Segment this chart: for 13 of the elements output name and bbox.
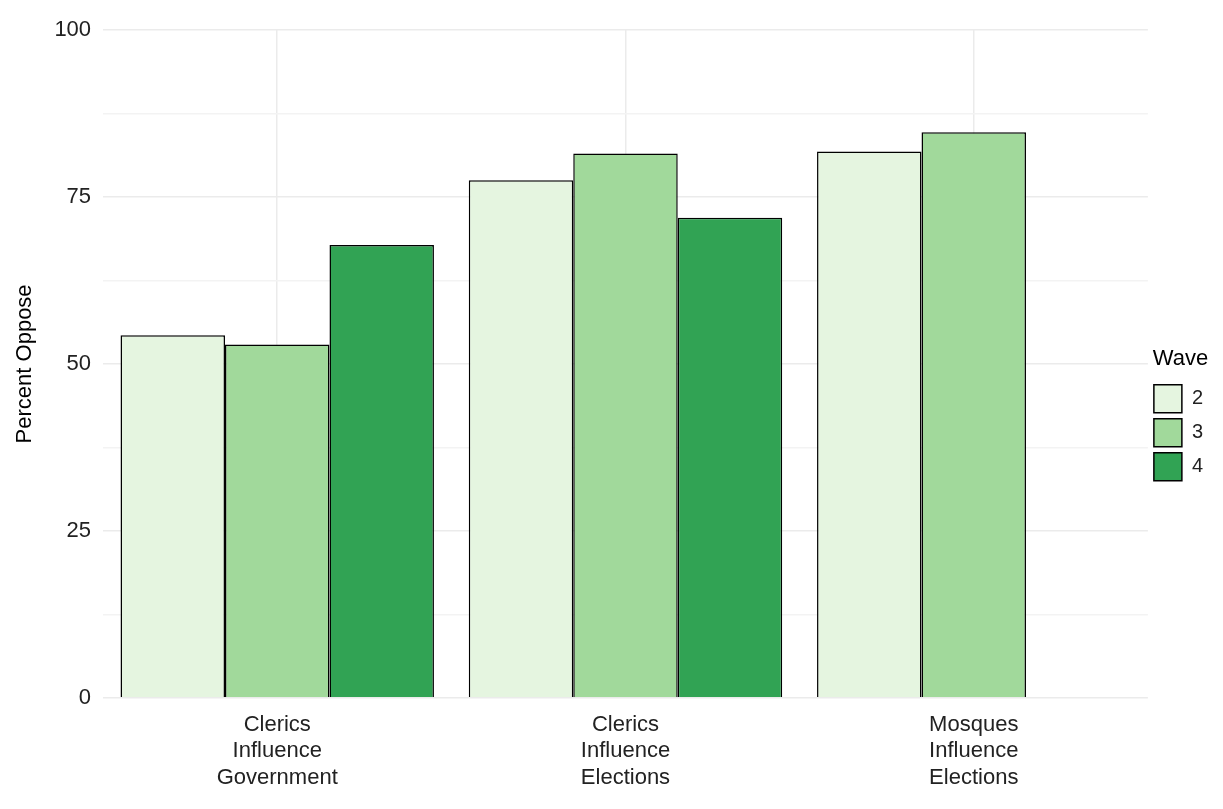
y-tick-label: 0: [78, 683, 92, 709]
y-axis-title: Percent Oppose: [11, 284, 37, 444]
legend-label: 3: [1191, 420, 1203, 443]
y-tick-label: 25: [66, 516, 92, 542]
x-tick-label: Clerics Influence Elections: [580, 711, 671, 789]
legend-label: 2: [1191, 386, 1203, 409]
y-tick-label: 75: [66, 183, 92, 209]
x-tick-label: Clerics Influence Government: [216, 711, 338, 789]
legend-label: 4: [1191, 454, 1203, 477]
y-tick-label: 100: [54, 16, 92, 42]
x-tick-label: Mosques Influence Elections: [929, 711, 1019, 789]
legend-title: Wave: [1152, 345, 1209, 371]
y-tick-label: 50: [66, 349, 92, 375]
